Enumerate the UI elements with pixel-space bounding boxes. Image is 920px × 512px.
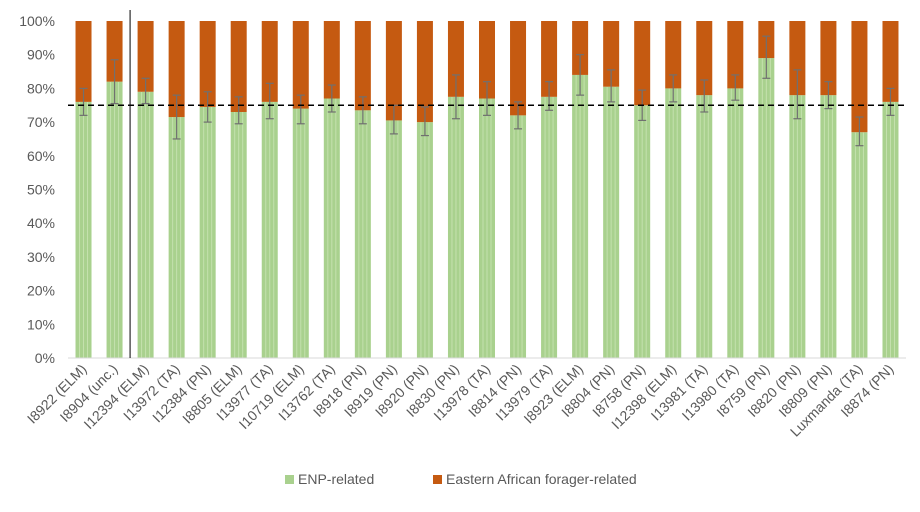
y-tick-label: 30%	[27, 249, 55, 265]
bar-forager	[199, 21, 216, 107]
bar-forager	[789, 21, 806, 96]
legend-label-enp: ENP-related	[298, 471, 374, 487]
y-tick-label: 20%	[27, 283, 55, 299]
bar-forager	[354, 21, 371, 111]
y-tick-label: 40%	[27, 215, 55, 231]
legend-swatch-forager	[433, 475, 442, 484]
y-tick-label: 0%	[35, 350, 55, 366]
y-tick-label: 90%	[27, 47, 55, 63]
legend: ENP-related Eastern African forager-rela…	[285, 471, 637, 487]
error-bars-layer	[79, 35, 895, 147]
legend-label-forager: Eastern African forager-related	[446, 471, 637, 487]
bar-forager	[385, 21, 402, 121]
y-tick-label: 10%	[27, 316, 55, 332]
y-axis: 0% 10% 20% 30% 40% 50% 60% 70% 80% 90% 100%	[19, 13, 55, 366]
bar-forager	[820, 21, 837, 96]
bar-forager	[634, 21, 651, 106]
bar-forager	[106, 21, 123, 82]
bar-forager	[541, 21, 558, 97]
y-tick-label: 60%	[27, 148, 55, 164]
bar-forager	[882, 21, 899, 102]
y-tick-label: 50%	[27, 182, 55, 198]
bar-forager	[137, 21, 154, 92]
bar-forager	[447, 21, 464, 97]
bars-layer	[75, 21, 899, 359]
y-tick-label: 80%	[27, 80, 55, 96]
legend-swatch-enp	[285, 475, 294, 484]
bar-forager	[510, 21, 527, 116]
bar-forager	[323, 21, 340, 99]
y-tick-label: 100%	[19, 13, 55, 29]
bar-forager	[75, 21, 92, 102]
bar-forager	[292, 21, 309, 109]
bar-forager	[416, 21, 433, 123]
bar-forager	[261, 21, 278, 102]
bar-forager	[696, 21, 713, 96]
x-axis-labels: I8922 (ELM)I8904 (unc.)I12394 (ELM)I1397…	[24, 361, 897, 440]
bar-forager	[665, 21, 682, 89]
bar-forager	[168, 21, 185, 118]
y-tick-label: 70%	[27, 114, 55, 130]
bar-forager	[230, 21, 247, 112]
bar-forager	[727, 21, 744, 89]
bar-forager	[479, 21, 495, 99]
bar-forager	[851, 21, 868, 133]
bar-forager	[572, 21, 589, 75]
